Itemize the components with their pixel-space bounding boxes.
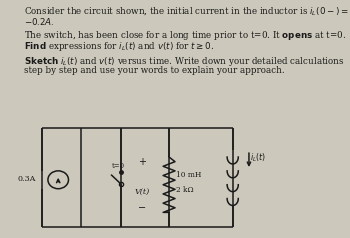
Text: $i_L(t)$: $i_L(t)$ [250,151,267,164]
Text: step by step and use your words to explain your approach.: step by step and use your words to expla… [25,66,285,74]
Text: +: + [138,157,146,167]
Text: $\bf{Find}$ expressions for $i_L(t)$ and $v(t)$ for $t \geq 0$.: $\bf{Find}$ expressions for $i_L(t)$ and… [25,40,215,53]
Text: 0.3A: 0.3A [18,175,36,183]
Text: The switch, has been close for a long time prior to t=0. It $\bf{opens}$ at t=0.: The switch, has been close for a long ti… [25,29,347,42]
Text: t=0: t=0 [111,162,125,169]
Text: 10 mH: 10 mH [176,171,201,179]
Text: $-0.2A.$: $-0.2A.$ [25,16,55,27]
Text: $\bf{Sketch}$ $i_L(t)$ and $v(t)$ versus time. Write down your detailed calculat: $\bf{Sketch}$ $i_L(t)$ and $v(t)$ versus… [25,55,345,68]
Text: −: − [138,203,146,213]
Text: Consider the circuit shown, the initial current in the inductor is $i_L(0-)=$: Consider the circuit shown, the initial … [25,5,349,17]
Text: 2 kΩ: 2 kΩ [176,186,194,194]
Text: V(t): V(t) [134,188,150,196]
